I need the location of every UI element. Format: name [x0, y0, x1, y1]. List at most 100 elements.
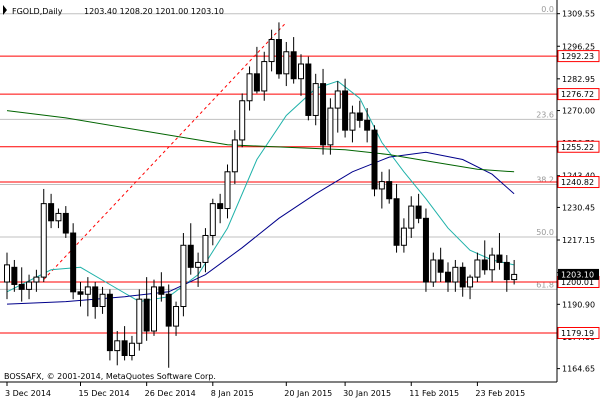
- candle: [371, 125, 378, 197]
- candle: [121, 326, 128, 361]
- candle: [70, 223, 77, 300]
- candle-body: [18, 283, 25, 290]
- symbol-label: FGOLD,Daily: [12, 7, 63, 16]
- candle-body: [408, 205, 415, 229]
- candle-body: [275, 39, 282, 75]
- candle-body: [474, 259, 481, 278]
- candle: [386, 169, 393, 204]
- candle: [55, 208, 62, 229]
- candle: [239, 93, 246, 148]
- candle: [92, 282, 99, 319]
- candle-body: [33, 276, 40, 283]
- candle: [33, 269, 40, 292]
- price-tick-label: 1230.45: [562, 203, 595, 212]
- candle-body: [437, 259, 444, 273]
- candle-body: [224, 171, 231, 210]
- candle-body: [283, 51, 290, 75]
- candles: [4, 22, 518, 368]
- candle-body: [62, 212, 69, 234]
- time-tick-label: 15 Dec 2014: [79, 389, 130, 398]
- candle-body: [298, 63, 304, 80]
- candle-body: [136, 298, 143, 344]
- level-price-tag-label: 1276.72: [561, 90, 594, 99]
- candle: [62, 206, 69, 238]
- level-price-tag-label: 1240.82: [561, 178, 594, 187]
- candle: [305, 56, 312, 121]
- candle-body: [481, 259, 488, 271]
- candle: [320, 68, 327, 155]
- candle-body: [55, 212, 62, 222]
- candle: [334, 81, 341, 133]
- candle-body: [334, 90, 341, 109]
- level-price-tag: [557, 50, 600, 63]
- candle-body: [26, 281, 33, 290]
- candle-body: [489, 254, 496, 271]
- candle-body: [511, 273, 518, 281]
- candle: [209, 198, 216, 246]
- candle: [224, 164, 231, 219]
- level-price-tag: [557, 88, 600, 101]
- candle-body: [496, 254, 503, 263]
- candle-body: [378, 181, 385, 190]
- candle-body: [503, 261, 510, 281]
- time-tick-label: 30 Jan 2015: [343, 389, 391, 398]
- candle: [18, 267, 25, 302]
- candle: [430, 252, 437, 287]
- candle-body: [371, 129, 378, 190]
- candle-body: [180, 244, 187, 308]
- candle-body: [415, 205, 422, 219]
- candle-body: [128, 342, 135, 357]
- candle: [40, 188, 47, 283]
- price-tick-label: 1190.90: [562, 300, 595, 309]
- candle-body: [386, 181, 393, 200]
- candle: [151, 279, 157, 336]
- level-price-tag-label: 1292.23: [561, 52, 594, 61]
- candle-body: [106, 293, 113, 352]
- time-axis: 3 Dec 2014 15 Dec 2014 26 Dec 2014 8 Jan 20…: [5, 382, 525, 398]
- candle-body: [445, 271, 451, 283]
- fibo-level-label: 23.6: [536, 110, 554, 119]
- trend-line-segment: [43, 22, 287, 280]
- candle-body: [342, 90, 349, 131]
- trend-line[interactable]: [43, 22, 287, 280]
- candle-body: [173, 306, 180, 327]
- candle-body: [261, 61, 268, 92]
- candle-body: [92, 286, 99, 308]
- candle-body: [459, 266, 466, 288]
- candle: [143, 277, 150, 341]
- candle: [415, 193, 422, 224]
- candle: [158, 272, 165, 302]
- candle-body: [422, 217, 429, 283]
- ohlc-readout: 1203.40 1208.20 1201.00 1203.10: [84, 7, 224, 16]
- bid-price-tag-label: 1203.10: [561, 270, 594, 279]
- candle: [327, 98, 334, 155]
- symbol-menu-icon[interactable]: [3, 5, 7, 15]
- candle: [11, 259, 18, 292]
- candle: [437, 247, 444, 283]
- candle-body: [151, 286, 157, 332]
- candle: [496, 233, 503, 270]
- candle: [165, 284, 172, 368]
- candle: [452, 259, 459, 292]
- candle-body: [70, 232, 77, 293]
- copyright-label: BOSSAFX, © 2001-2014, MetaQuotes Softwar…: [4, 372, 216, 381]
- candle: [84, 277, 91, 317]
- candle: [99, 286, 106, 314]
- fibo-level-label: 0.0: [541, 5, 554, 14]
- level-price-tag: [557, 326, 600, 339]
- candle-body: [356, 112, 363, 121]
- candle-body: [114, 340, 121, 352]
- candle: [268, 29, 275, 72]
- candle-body: [231, 139, 238, 173]
- level-price-tag-label: 1255.22: [561, 143, 594, 152]
- price-tags: 1292.23 1276.72 1255.22 1240.82 1200.01 1179.…: [557, 50, 600, 339]
- candle: [26, 274, 33, 300]
- moving-average-line: [6, 80, 515, 303]
- level-price-tag: [557, 176, 600, 189]
- candle-body: [217, 203, 224, 210]
- price-tick-label: 1270.00: [562, 107, 595, 116]
- candle-body: [452, 266, 459, 283]
- candle-body: [84, 286, 91, 295]
